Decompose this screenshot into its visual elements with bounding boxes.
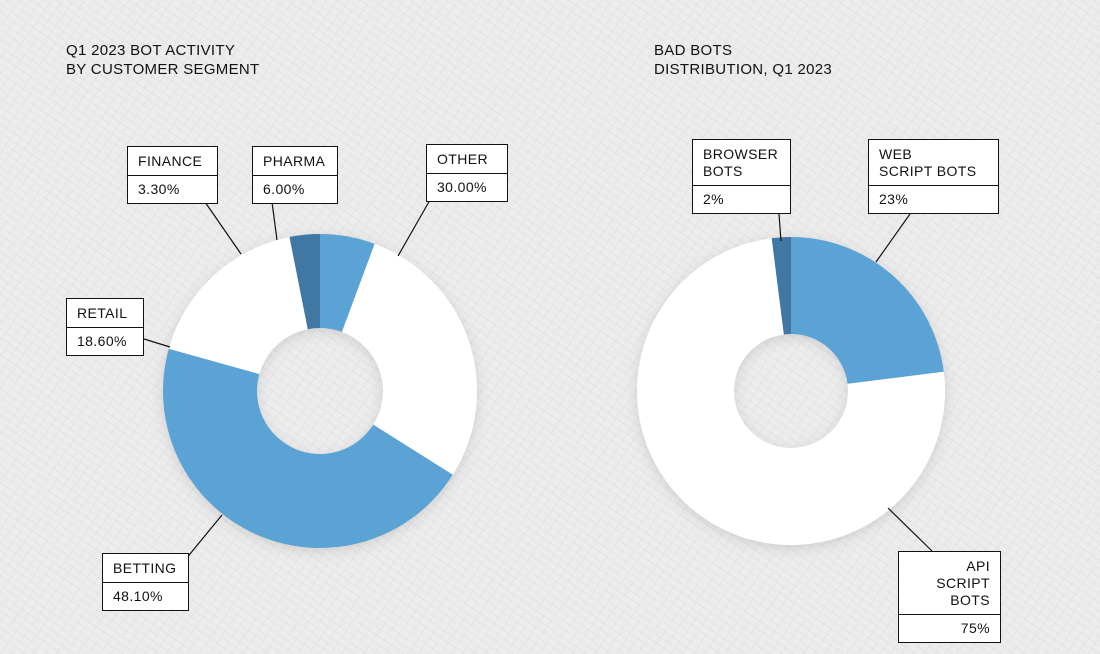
slice-1-finance xyxy=(289,234,320,330)
leader-line-api-script-bots xyxy=(887,507,933,552)
donut-chart-customer-segment xyxy=(163,234,477,548)
label-betting-name: BETTING xyxy=(103,554,188,583)
leader-line-finance xyxy=(204,201,242,255)
label-web-script-bots-name: WEB SCRIPT BOTS xyxy=(869,140,998,186)
label-retail-value: 18.60% xyxy=(77,333,127,349)
label-pharma-value: 6.00% xyxy=(263,181,305,197)
chart-2-title-line-1: BAD BOTS xyxy=(654,42,733,59)
leader-line-pharma xyxy=(271,201,278,241)
donut-chart-bad-bots xyxy=(637,237,945,545)
label-other-value: 30.00% xyxy=(437,179,487,195)
slice-2-browser-bots xyxy=(771,237,791,335)
slice-2-web-script-bots xyxy=(791,237,944,384)
leader-line-retail xyxy=(143,338,171,348)
label-other-name: OTHER xyxy=(427,145,507,174)
label-betting: BETTING 48.10% xyxy=(102,553,189,611)
leader-line-browser-bots xyxy=(778,213,782,242)
chart-1-title-line-2: BY CUSTOMER SEGMENT xyxy=(66,61,260,78)
label-browser-bots-name: BROWSER BOTS xyxy=(693,140,790,186)
label-browser-bots: BROWSER BOTS 2% xyxy=(692,139,791,214)
leader-line-betting xyxy=(184,514,223,561)
label-other: OTHER 30.00% xyxy=(426,144,508,202)
label-finance-value: 3.30% xyxy=(138,181,180,197)
slice-2-api-script-bots xyxy=(637,238,945,545)
chart-2-title-line-2: DISTRIBUTION, Q1 2023 xyxy=(654,61,833,78)
chart-2-title: BAD BOTS DISTRIBUTION, Q1 2023 xyxy=(654,41,832,79)
label-browser-bots-value: 2% xyxy=(703,191,725,207)
leader-line-web-script-bots xyxy=(875,213,911,263)
label-api-script-bots-name: API SCRIPT BOTS xyxy=(899,552,1000,615)
label-retail-name: RETAIL xyxy=(67,299,143,328)
label-api-script-bots-value: 75% xyxy=(960,620,990,636)
slice-1-retail xyxy=(168,236,308,375)
slice-1-pharma xyxy=(320,234,375,332)
label-betting-value: 48.10% xyxy=(113,588,163,604)
slice-1-other xyxy=(341,243,477,475)
chart-1-title-line-1: Q1 2023 BOT ACTIVITY xyxy=(66,42,236,59)
label-finance-name: FINANCE xyxy=(128,147,217,176)
label-finance: FINANCE 3.30% xyxy=(127,146,218,204)
label-web-script-bots-value: 23% xyxy=(879,191,909,207)
label-web-script-bots: WEB SCRIPT BOTS 23% xyxy=(868,139,999,214)
label-api-script-bots: API SCRIPT BOTS 75% xyxy=(898,551,1001,643)
slice-1-betting xyxy=(163,348,453,548)
label-retail: RETAIL 18.60% xyxy=(66,298,144,356)
label-pharma: PHARMA 6.00% xyxy=(252,146,338,204)
leader-line-other xyxy=(397,199,431,257)
chart-1-title: Q1 2023 BOT ACTIVITY BY CUSTOMER SEGMENT xyxy=(66,41,260,79)
leader-lines xyxy=(143,199,933,561)
label-pharma-name: PHARMA xyxy=(253,147,337,176)
